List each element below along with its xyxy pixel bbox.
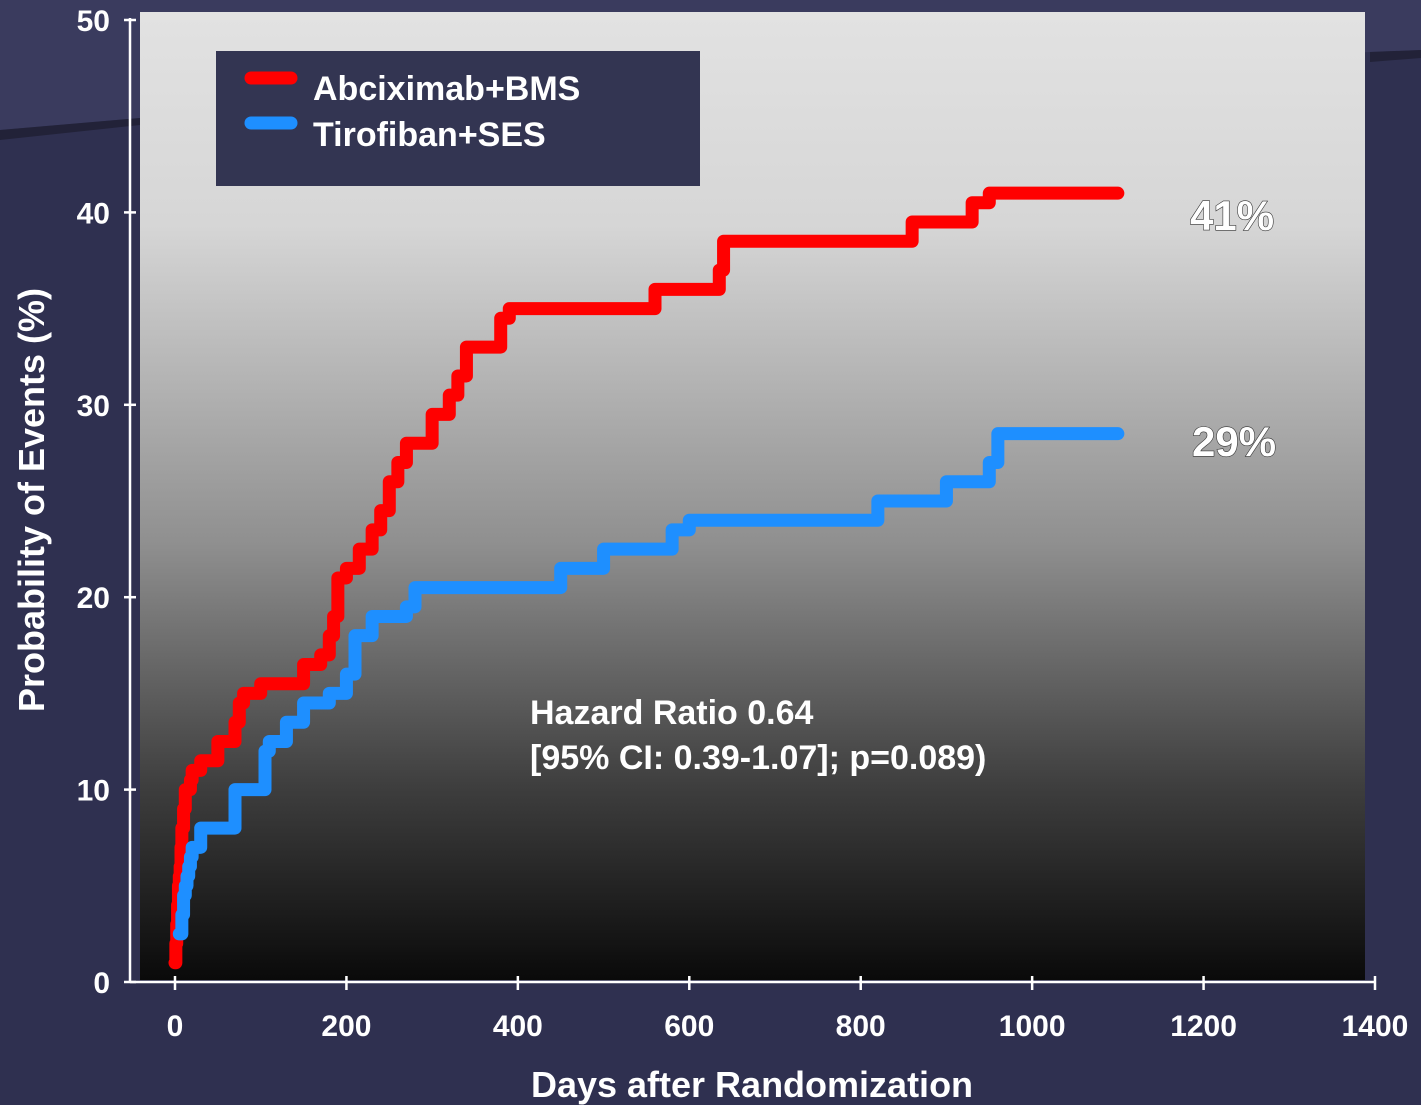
y-tick-label: 0 (93, 967, 110, 1000)
x-tick-label: 1400 (1342, 1010, 1409, 1043)
x-tick-label: 200 (321, 1010, 371, 1043)
series-line-abciximab (168, 186, 1125, 970)
x-tick-label: 0 (167, 1010, 184, 1043)
x-tick-label: 1200 (1170, 1010, 1237, 1043)
ci-text: [95% CI: 0.39-1.07]; p=0.089) (530, 739, 986, 777)
y-axis-ticks: 0 10 20 30 40 50 (77, 5, 136, 1000)
end-label-red: 41% (1190, 192, 1274, 239)
legend-label-abciximab: Abciximab+BMS (313, 70, 580, 108)
legend-box (216, 51, 700, 186)
x-tick-label: 800 (836, 1010, 886, 1043)
series-line-tirofiban (172, 427, 1125, 941)
x-axis-ticks: 0 200 400 600 800 1000 1200 1400 (167, 976, 1409, 1043)
hazard-ratio-text: Hazard Ratio 0.64 (530, 694, 814, 732)
x-tick-label: 1000 (999, 1010, 1066, 1043)
series-layer (168, 186, 1125, 970)
legend-label-tirofiban: Tirofiban+SES (313, 116, 546, 154)
x-tick-label: 600 (664, 1010, 714, 1043)
y-tick-label: 50 (77, 5, 110, 38)
y-axis-label: Probability of Events (%) (11, 288, 52, 712)
axes (128, 18, 1376, 984)
y-tick-label: 30 (77, 390, 110, 423)
x-tick-label: 400 (493, 1010, 543, 1043)
end-label-blue: 29% (1192, 418, 1276, 465)
x-axis-label: Days after Randomization (531, 1064, 973, 1105)
legend: Abciximab+BMS Tirofiban+SES (216, 51, 700, 186)
y-tick-label: 20 (77, 582, 110, 615)
y-tick-label: 10 (77, 775, 110, 808)
y-tick-label: 40 (77, 197, 110, 230)
